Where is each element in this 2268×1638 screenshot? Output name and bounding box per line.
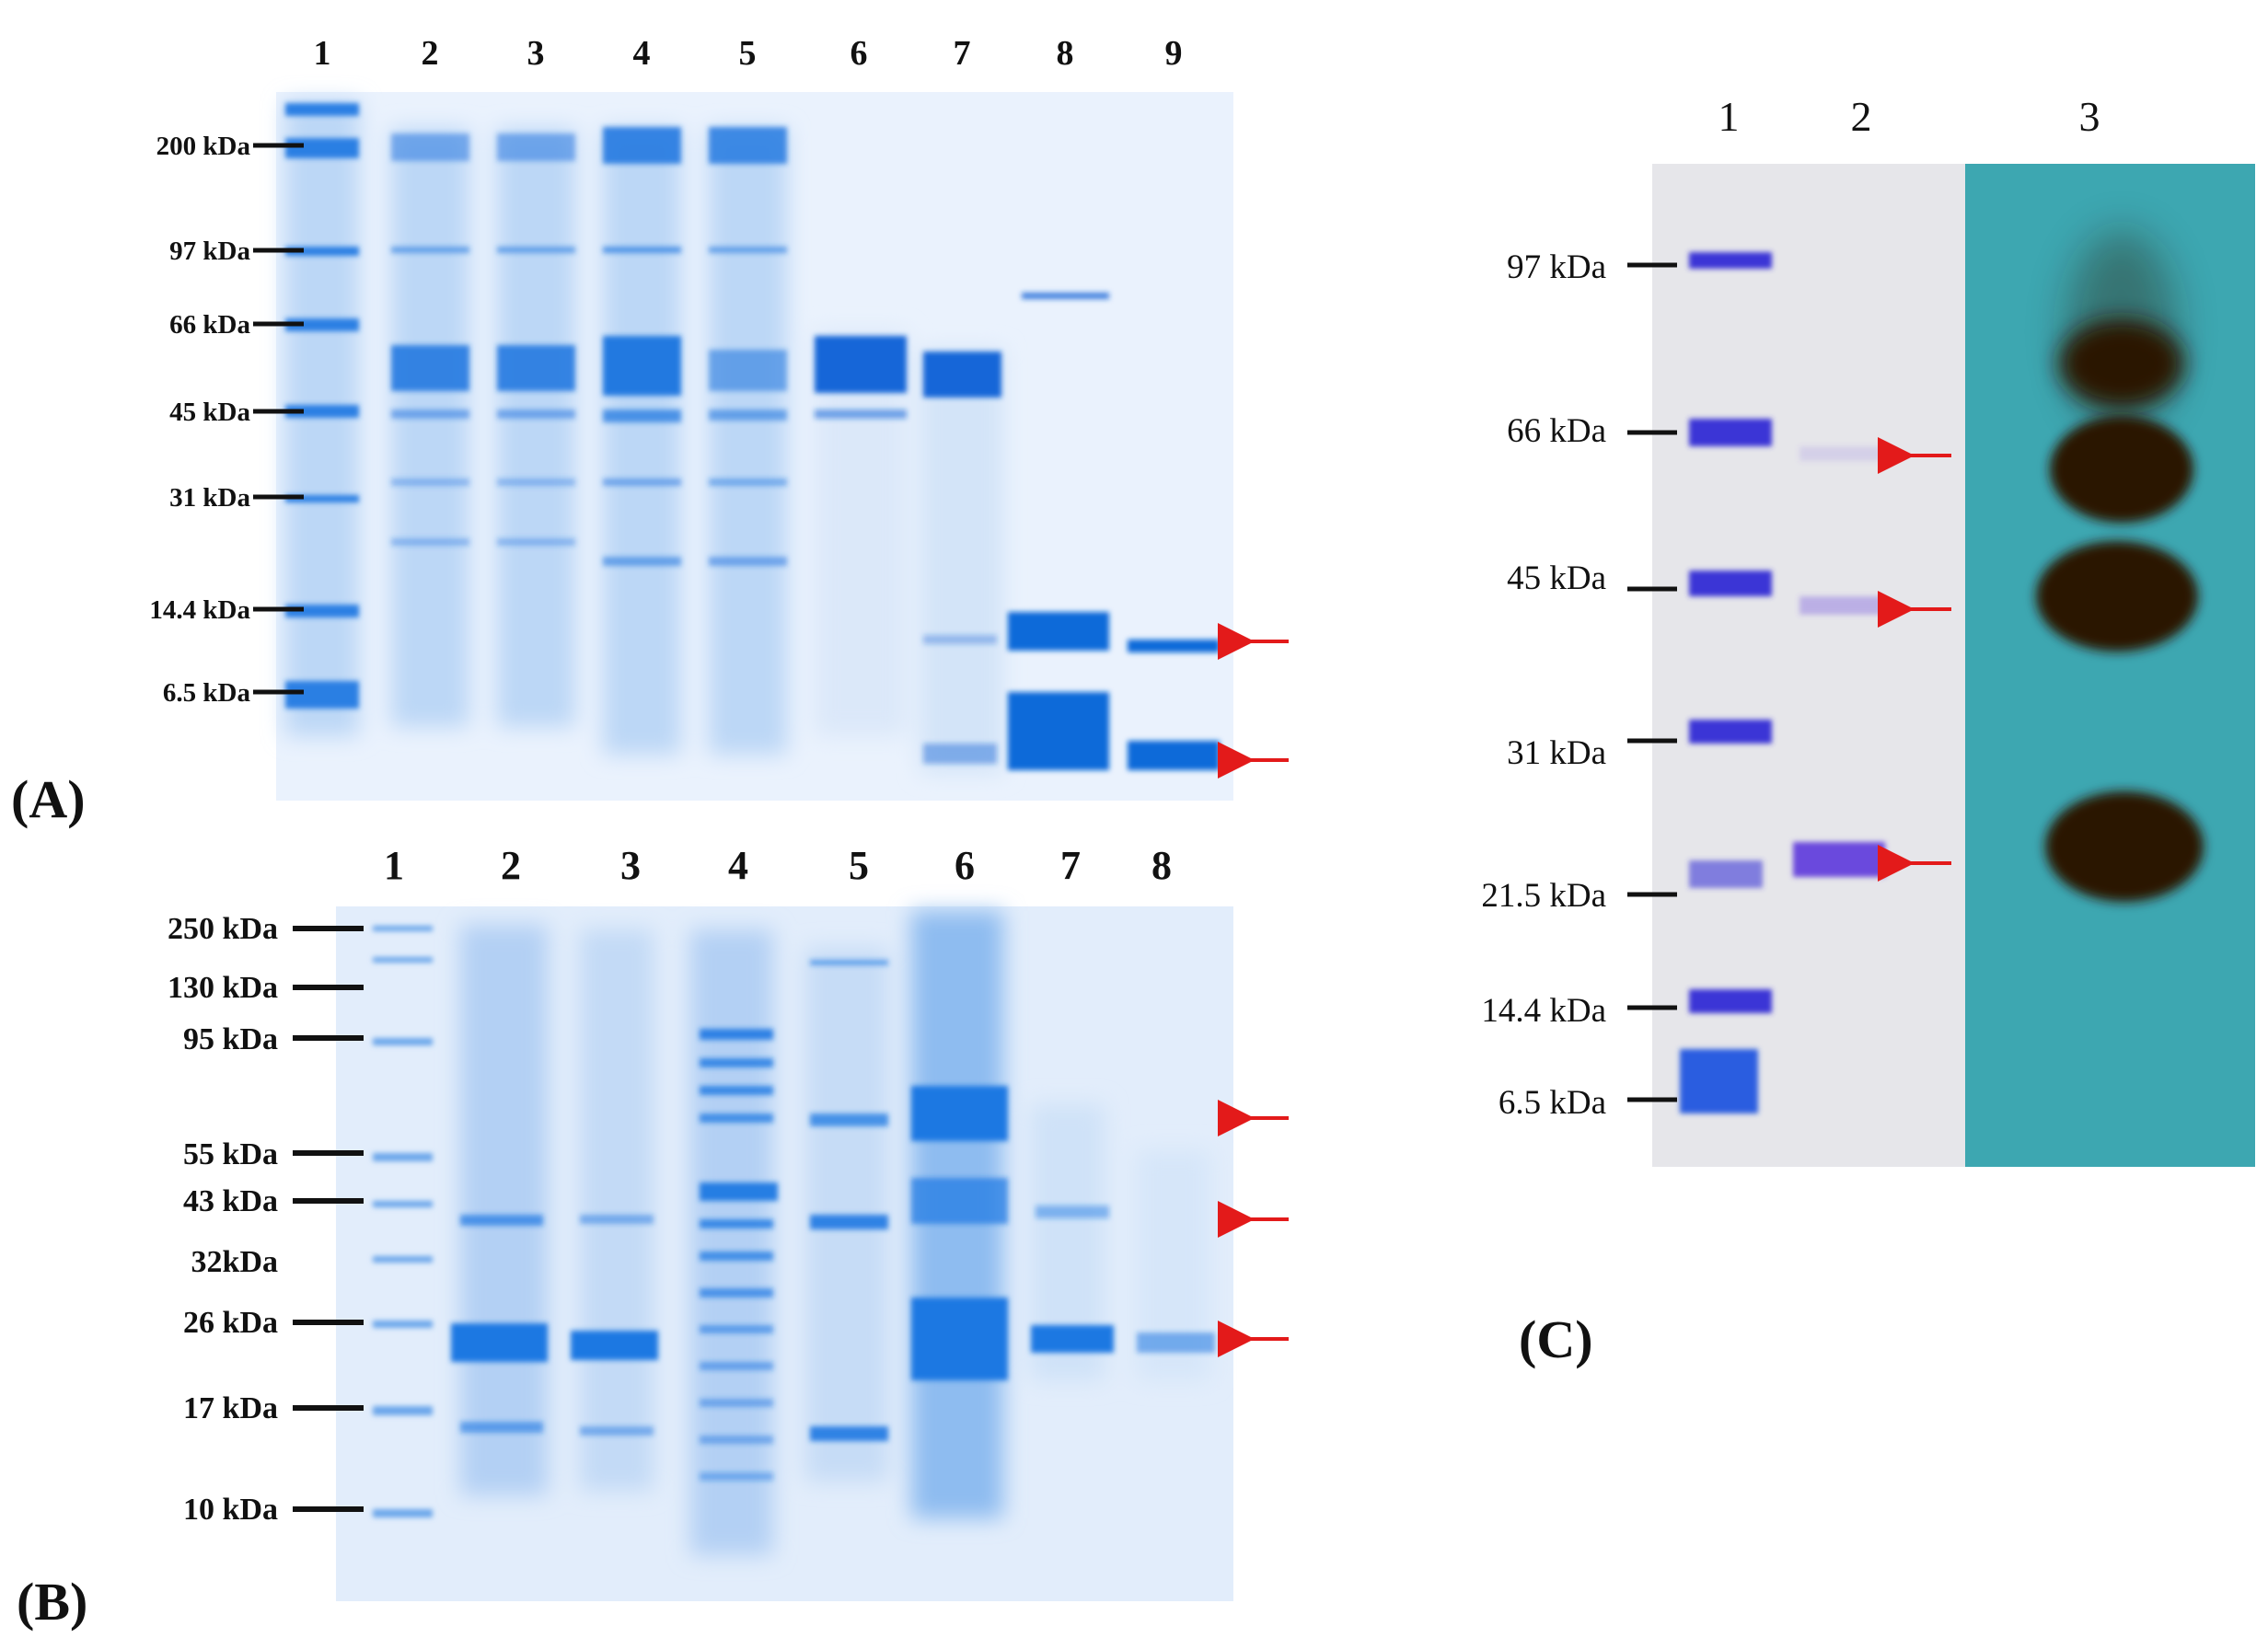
lane-number: 1 [384, 843, 404, 888]
lane-number: 8 [1057, 34, 1074, 73]
mw-label: 200 kDa [156, 132, 251, 161]
lane-number: 2 [501, 843, 521, 888]
mw-label: 66 kDa [1507, 412, 1606, 450]
gel-c-lane2-bands [1793, 446, 1885, 877]
gel-a-target-bands [1008, 612, 1220, 770]
lane-number: 4 [633, 34, 651, 73]
mw-label: 10 kDa [183, 1493, 278, 1527]
lane-number: 6 [955, 843, 975, 888]
gel-a-lysate-bands [391, 127, 787, 566]
mw-label: 26 kDa [183, 1306, 278, 1340]
mw-label: 130 kDa [168, 971, 278, 1005]
lane-number: 9 [1165, 34, 1183, 73]
gel-a-arrows [1218, 623, 1289, 779]
lane-number: 5 [739, 34, 757, 73]
mw-label: 97 kDa [1507, 248, 1606, 286]
gel-a-purified-bands [815, 293, 1109, 764]
gel-b-lane-numbers: 1 2 3 4 5 6 7 8 [384, 843, 1172, 888]
gel-c [1652, 164, 1965, 1167]
western-bands [2036, 230, 2204, 902]
panel-label: (A) [11, 769, 86, 829]
lane-number: 2 [1851, 93, 1872, 140]
gel-a-lane-smears [285, 101, 1003, 773]
gel-c-ladder-bands [1680, 252, 1772, 1113]
mw-label: 21.5 kDa [1481, 877, 1606, 915]
gel-c-lane-numbers: 1 2 3 [1718, 93, 2100, 140]
gel-a-mw-markers [253, 143, 304, 695]
lane-number: 3 [620, 843, 641, 888]
panel-label: (C) [1519, 1309, 1593, 1369]
gel-b-sample-bands [451, 960, 1215, 1481]
gel-b-mw-markers [293, 926, 364, 1512]
mw-label: 43 kDa [183, 1184, 278, 1218]
lane-number: 1 [1718, 93, 1740, 140]
gel-c-arrows [1878, 437, 1951, 882]
lane-number: 5 [849, 843, 869, 888]
lane-number: 3 [527, 34, 545, 73]
gel-b-arrows [1218, 1100, 1289, 1357]
mw-label: 66 kDa [169, 310, 250, 340]
mw-label: 14.4 kDa [149, 595, 250, 625]
lane-number: 6 [850, 34, 868, 73]
gel-b-mw-labels: 250 kDa 130 kDa 95 kDa 55 kDa 43 kDa 32k… [168, 912, 278, 1527]
gel-c-mw-markers [1627, 262, 1677, 1102]
mw-label: 31 kDa [169, 483, 250, 513]
gel-a-mw-labels: 200 kDa 97 kDa 66 kDa 45 kDa 31 kDa 14.4… [149, 132, 250, 708]
lane-number: 4 [728, 843, 748, 888]
mw-label: 95 kDa [183, 1022, 278, 1056]
mw-label: 32kDa [191, 1245, 278, 1279]
mw-label: 14.4 kDa [1481, 992, 1606, 1030]
lane-number: 8 [1151, 843, 1172, 888]
panel-c: 1 2 3 97 kDa 66 kDa 45 kDa 31 kDa 21.5 k… [1481, 93, 2255, 1369]
panel-label: (B) [17, 1572, 87, 1632]
mw-label: 55 kDa [183, 1137, 278, 1171]
gel-c-mw-labels: 97 kDa 66 kDa 45 kDa 31 kDa 21.5 kDa 14.… [1481, 248, 1606, 1122]
lane-number: 3 [2079, 93, 2100, 140]
panel-b: 1 2 3 4 5 6 7 8 250 kDa 130 kDa 95 kDa 5… [17, 843, 1289, 1632]
mw-label: 250 kDa [168, 912, 278, 946]
mw-label: 31 kDa [1507, 734, 1606, 772]
mw-label: 6.5 kDa [163, 678, 251, 708]
mw-label: 17 kDa [183, 1391, 278, 1425]
mw-label: 97 kDa [169, 236, 250, 266]
panel-a: 1 2 3 4 5 6 7 8 9 200 kDa 97 kDa 66 kDa … [11, 34, 1289, 829]
gel-a-lane-numbers: 1 2 3 4 5 6 7 8 9 [314, 34, 1183, 73]
gel-b-ladder-bands [373, 926, 433, 1517]
lane-number: 7 [954, 34, 971, 73]
lane-number: 7 [1060, 843, 1081, 888]
lane-number: 2 [422, 34, 439, 73]
mw-label: 45 kDa [169, 398, 250, 427]
mw-label: 6.5 kDa [1498, 1084, 1606, 1122]
lane-number: 1 [314, 34, 331, 73]
mw-label: 45 kDa [1507, 559, 1606, 597]
